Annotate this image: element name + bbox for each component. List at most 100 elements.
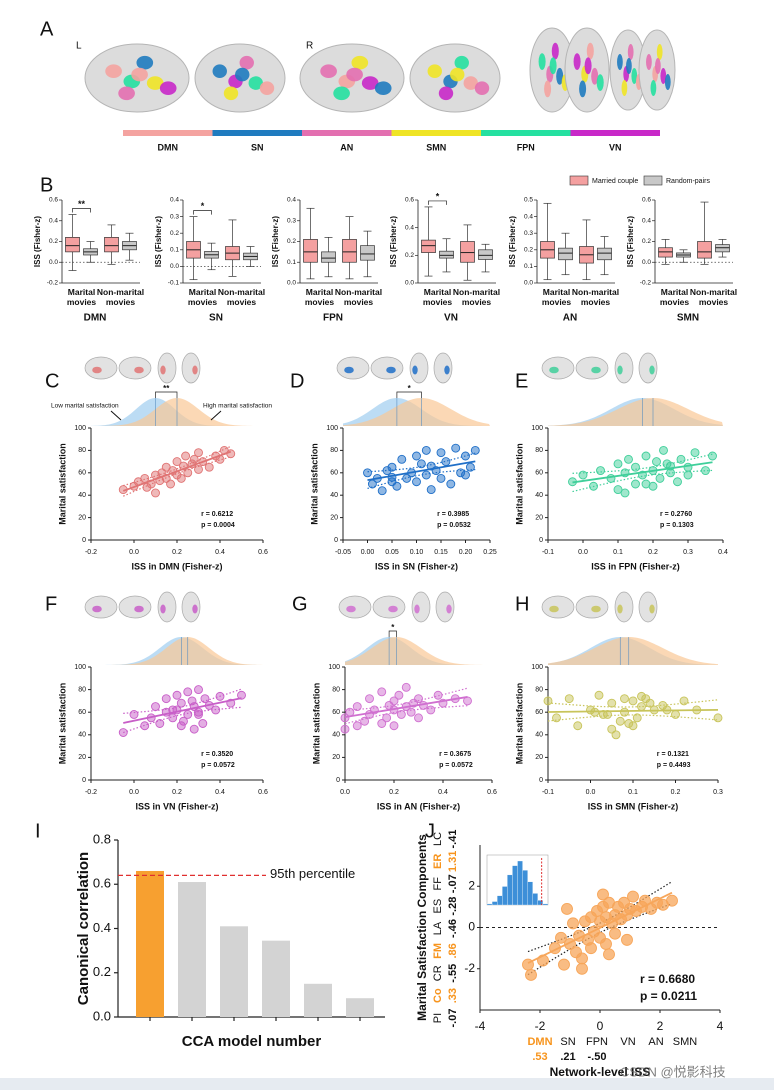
bar bbox=[346, 998, 374, 1017]
brain-icon bbox=[614, 352, 634, 384]
brain-icon bbox=[541, 356, 575, 380]
panel-label: D bbox=[290, 370, 304, 392]
x-category-label: Marital movies bbox=[304, 287, 335, 307]
bar bbox=[262, 940, 290, 1017]
x-tick-label: 0.3 bbox=[713, 789, 723, 796]
y-axis-label: Canonical correlation bbox=[75, 852, 92, 1005]
density-curve bbox=[91, 637, 263, 665]
x-axis-label: ISS in SMN (Fisher-z) bbox=[588, 801, 679, 811]
brain-region bbox=[551, 42, 559, 60]
inset-bar bbox=[507, 874, 513, 906]
x-tick-label: 0.4 bbox=[718, 549, 728, 556]
data-point bbox=[596, 466, 605, 476]
x-tick-label: 0.2 bbox=[648, 549, 658, 556]
confidence-band bbox=[527, 903, 673, 976]
x-category-label: Marital movies bbox=[422, 287, 453, 307]
y-axis-label: Marital satisfaction bbox=[57, 443, 67, 525]
data-point bbox=[352, 702, 362, 711]
y-tick-label: 0.3 bbox=[170, 213, 179, 220]
box bbox=[360, 245, 375, 261]
y-tick-label: 100 bbox=[328, 664, 340, 671]
data-point bbox=[659, 445, 668, 455]
y-tick-label: 0.6 bbox=[93, 876, 111, 891]
data-point bbox=[118, 728, 128, 737]
y-tick-label: 0.1 bbox=[287, 259, 296, 266]
data-point bbox=[441, 457, 451, 467]
data-point bbox=[713, 713, 723, 723]
data-point bbox=[446, 479, 456, 489]
brain-region bbox=[427, 64, 442, 78]
y-tick-label: 0.2 bbox=[642, 238, 651, 245]
significance-label: ** bbox=[78, 199, 86, 209]
x-tick-label: 0.2 bbox=[172, 549, 182, 556]
regression-line bbox=[527, 891, 673, 964]
network-label: FPN bbox=[517, 142, 535, 152]
brain-icon-region bbox=[160, 604, 166, 614]
annotation: High marital satisfaction bbox=[203, 403, 272, 410]
brain-icon bbox=[638, 352, 658, 384]
y-tick-label: 20 bbox=[535, 754, 543, 761]
x-tick-label: -0.2 bbox=[85, 789, 97, 796]
brain-icon-region bbox=[160, 365, 166, 375]
component-name: FM bbox=[432, 943, 444, 959]
y-tick-label: 20 bbox=[332, 754, 340, 761]
brain-region bbox=[212, 64, 227, 78]
y-axis-label: ISS (Fisher-z) bbox=[389, 216, 398, 267]
component-name: ER bbox=[432, 854, 444, 869]
y-tick-label: 60 bbox=[78, 470, 86, 477]
y-tick-label: 80 bbox=[535, 447, 543, 454]
brain-region bbox=[223, 86, 239, 101]
brain-icon-region bbox=[549, 605, 559, 613]
data-point bbox=[620, 488, 630, 498]
data-point bbox=[558, 958, 570, 971]
x-tick-label: -0.1 bbox=[542, 789, 554, 796]
data-point bbox=[129, 710, 139, 719]
data-point bbox=[402, 473, 412, 483]
y-tick-label: 80 bbox=[330, 447, 338, 454]
x-tick-label: 0.6 bbox=[487, 789, 497, 796]
x-axis-label: ISS in SN (Fisher-z) bbox=[375, 561, 458, 571]
brain-region bbox=[438, 86, 454, 101]
y-axis-label: Marital Satisfaction Components bbox=[415, 834, 429, 1021]
x-tick-label: -4 bbox=[475, 1019, 486, 1033]
stat-label: p = 0.0532 bbox=[437, 522, 471, 529]
data-point bbox=[637, 691, 646, 701]
brain-icon bbox=[638, 591, 658, 623]
brain-region bbox=[474, 81, 490, 95]
brain-region bbox=[259, 81, 275, 95]
data-point bbox=[414, 713, 423, 723]
data-point bbox=[200, 694, 210, 704]
x-tick-label: 0.15 bbox=[434, 549, 448, 556]
significance-label: * bbox=[201, 201, 205, 211]
annotation-arrow bbox=[110, 410, 122, 421]
regression-line bbox=[123, 697, 242, 724]
brain-region bbox=[549, 57, 557, 75]
data-point bbox=[377, 687, 387, 697]
brain-icon-region bbox=[617, 604, 623, 614]
brain-region bbox=[118, 86, 135, 101]
x-tick-label: 0.2 bbox=[671, 789, 681, 796]
x-tick-label: 4 bbox=[717, 1019, 724, 1033]
data-point bbox=[641, 479, 651, 489]
x-tick-label: 0 bbox=[597, 1019, 604, 1033]
y-tick-label: -2 bbox=[464, 961, 475, 975]
regression-line bbox=[547, 708, 719, 713]
x-tick-label: 0.0 bbox=[340, 789, 350, 796]
data-point bbox=[465, 462, 475, 472]
y-tick-label: 0.2 bbox=[49, 238, 58, 245]
x-axis-label: Network-level ISS bbox=[550, 1065, 651, 1079]
x-category-label: Non-marital movies bbox=[217, 287, 266, 307]
data-point bbox=[151, 488, 160, 498]
data-point bbox=[198, 719, 208, 728]
panel-label: G bbox=[292, 593, 308, 615]
network-label: DMN bbox=[158, 142, 179, 152]
stat-label: r = 0.1321 bbox=[657, 751, 689, 758]
legend-label: Married couple bbox=[592, 178, 638, 185]
x-tick-label: 0.3 bbox=[683, 549, 693, 556]
brain-icon-region bbox=[591, 605, 601, 613]
reference-label: 95th percentile bbox=[270, 866, 355, 881]
density-curve bbox=[548, 398, 723, 426]
network-weight: -.50 bbox=[588, 1051, 607, 1063]
